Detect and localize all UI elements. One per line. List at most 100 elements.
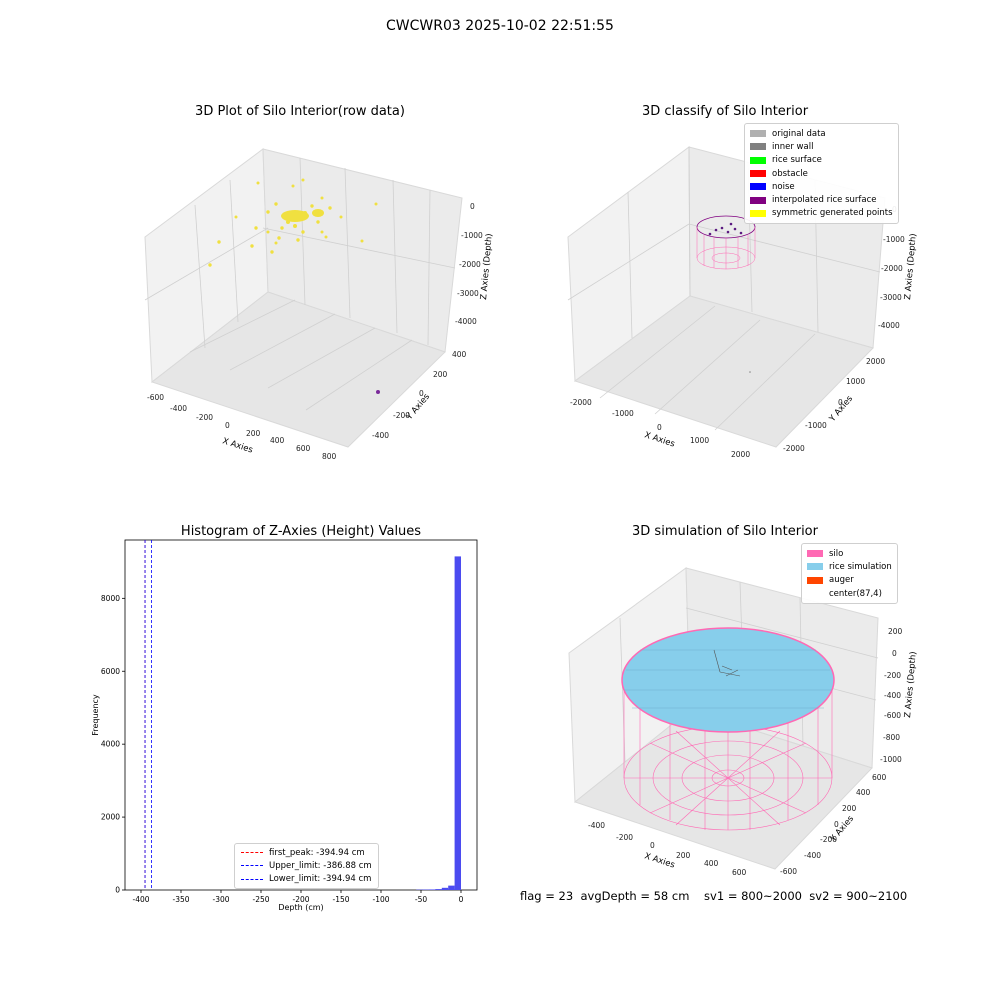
simulation-ytick: -600 <box>780 867 797 876</box>
histogram-xtick-label: -200 <box>292 895 309 904</box>
raw-ytick: -400 <box>372 431 389 440</box>
legend-entry-center: center(87,4) <box>807 587 892 600</box>
classify-legend: original data inner wall rice surface ob… <box>744 123 899 225</box>
histogram-ytick-label: 2000 <box>101 813 120 822</box>
raw-yticks: -400 -200 0 200 400 <box>372 350 467 440</box>
legend-entry-lower-limit: Lower_limit: -394.94 cm <box>241 873 372 886</box>
simulation-xticks: -400 -200 0 200 400 600 <box>588 821 747 877</box>
legend-label: noise <box>772 181 795 192</box>
classify-xtick: 2000 <box>731 450 750 459</box>
legend-entry-inner-wall: inner wall <box>750 140 893 153</box>
legend-swatch <box>807 590 823 597</box>
legend-label: rice simulation <box>829 561 892 572</box>
simulation-xtick: 400 <box>704 859 719 868</box>
raw-ytick: -200 <box>393 411 410 420</box>
classify-xlabel: X Axies <box>643 430 676 449</box>
histogram-bar-2 <box>429 889 436 890</box>
legend-swatch <box>750 183 766 191</box>
simulation-yticks: -600 -400 -200 0 200 400 600 <box>780 773 887 876</box>
histogram-xtick-label: -250 <box>252 895 269 904</box>
legend-entry-obstacle: obstacle <box>750 167 893 180</box>
simulation-zticks: 200 0 -200 -400 -600 -800 -1000 <box>880 627 903 764</box>
histogram-ytick-label: 6000 <box>101 667 120 676</box>
classify-stray-point <box>749 371 751 373</box>
raw-ztick: -1000 <box>461 231 483 240</box>
classify-ztick: -2000 <box>881 264 903 273</box>
classify-xtick: 0 <box>657 423 662 432</box>
raw-ztick: 0 <box>470 202 475 211</box>
legend-entry-rice-simulation: rice simulation <box>807 560 892 573</box>
simulation-auger <box>713 649 741 677</box>
simulation-xtick: -200 <box>616 833 633 842</box>
histogram-xtick-label: -300 <box>212 895 229 904</box>
classify-ztick: -3000 <box>880 293 902 302</box>
legend-label: interpolated rice surface <box>772 195 877 206</box>
raw-plot-title: 3D Plot of Silo Interior(row data) <box>195 104 405 119</box>
status-footer: flag = 23 avgDepth = 58 cm sv1 = 800~200… <box>520 889 908 903</box>
legend-entry-auger: auger <box>807 574 892 587</box>
legend-label: original data <box>772 128 826 139</box>
legend-label: inner wall <box>772 141 814 152</box>
histogram-ytick-label: 4000 <box>101 740 120 749</box>
legend-swatch <box>750 130 766 138</box>
legend-swatch <box>807 563 823 571</box>
legend-entry-silo: silo <box>807 547 892 560</box>
simulation-xtick: 0 <box>650 841 655 850</box>
legend-swatch <box>807 550 823 558</box>
histogram-chart: -400 -350 -300 -250 -200 -150 -100 -50 0 0 2000 40… <box>91 539 478 912</box>
simulation-ytick: -200 <box>820 835 837 844</box>
histogram-bar-6 <box>454 556 461 890</box>
histogram-bar-3 <box>435 889 442 890</box>
legend-entry-original-data: original data <box>750 127 893 140</box>
legend-label: rice surface <box>772 155 822 166</box>
histogram-ytick-label: 0 <box>115 886 120 895</box>
classify-surface-points <box>708 222 743 236</box>
histogram-xtick-label: -400 <box>132 895 149 904</box>
simulation-zlabel: Z Axies (Depth) <box>903 651 919 718</box>
classify-gridlines <box>567 146 881 431</box>
histogram-xlabel: Depth (cm) <box>278 903 323 912</box>
raw-points <box>208 178 378 267</box>
legend-swatch <box>750 209 766 217</box>
classify-xtick: 1000 <box>690 436 709 445</box>
simulation-ytick: 400 <box>856 788 871 797</box>
simulation-legend: silo rice simulation auger center(87,4) <box>801 543 898 605</box>
simulation-ytick: -400 <box>804 851 821 860</box>
legend-swatch <box>750 196 766 204</box>
legend-line <box>241 878 263 880</box>
simulation-xtick: -400 <box>588 821 605 830</box>
classify-ytick: -1000 <box>805 421 827 430</box>
classify-ytick: 2000 <box>866 357 885 366</box>
simulation-plot-title: 3D simulation of Silo Interior <box>632 524 818 539</box>
raw-xtick: 600 <box>296 444 311 453</box>
legend-entry-symmetric: symmetric generated points <box>750 207 893 220</box>
raw-xtick: 800 <box>322 452 337 461</box>
raw-ytick: 200 <box>433 370 448 379</box>
simulation-ytick: 200 <box>842 804 857 813</box>
legend-line <box>241 852 263 854</box>
raw-ytick: 0 <box>419 389 424 398</box>
simulation-ytick: 600 <box>872 773 887 782</box>
classify-ytick: 1000 <box>846 377 865 386</box>
raw-axes-panes <box>144 148 463 448</box>
histogram-bar-5 <box>448 885 455 890</box>
raw-3d-plot: -600 -400 -200 0 200 400 600 800 X Axies… <box>144 148 495 461</box>
legend-label: obstacle <box>772 168 808 179</box>
classify-xticks: -2000 -1000 0 1000 2000 <box>570 398 750 459</box>
classify-xtick: -2000 <box>570 398 592 407</box>
legend-swatch <box>750 156 766 164</box>
legend-entry-noise: noise <box>750 180 893 193</box>
legend-label: Upper_limit: -386.88 cm <box>269 860 372 871</box>
raw-xtick: 400 <box>270 436 285 445</box>
simulation-xlabel: X Axies <box>643 851 676 870</box>
legend-label: silo <box>829 548 844 559</box>
classify-ztick: -4000 <box>878 321 900 330</box>
legend-swatch <box>750 143 766 151</box>
histogram-title: Histogram of Z-Axies (Height) Values <box>180 524 422 539</box>
classify-ytick: -2000 <box>783 444 805 453</box>
histogram-xtick-label: -50 <box>415 895 427 904</box>
simulation-ztick: -800 <box>883 733 900 742</box>
legend-entry-upper-limit: Upper_limit: -386.88 cm <box>241 859 372 872</box>
classify-xtick: -1000 <box>612 409 634 418</box>
classify-zlabel: Z Axies (Depth) <box>903 233 919 300</box>
